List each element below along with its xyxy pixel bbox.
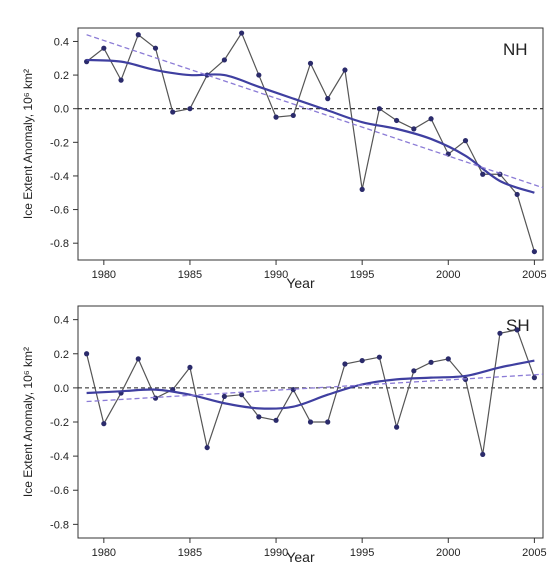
sh-ytick-label: 0.4	[54, 315, 69, 327]
nh-data-point	[376, 106, 382, 112]
sh-trend-line	[86, 373, 544, 403]
sh-data-point	[290, 386, 296, 393]
sh-ytick-label: 0.0	[54, 383, 69, 395]
sh-panel-label: SH	[506, 316, 530, 335]
nh-trend-line	[86, 34, 544, 189]
nh-xtick-label: 2000	[436, 269, 460, 281]
nh-data-point	[256, 72, 262, 78]
sh-data-point	[445, 356, 451, 362]
nh-data-point	[239, 30, 245, 36]
nh-data-point	[359, 186, 365, 192]
sh-data-point	[359, 357, 365, 364]
nh-data-point	[170, 109, 176, 115]
sh-xtick-label: 1990	[264, 547, 288, 559]
nh-xtick-label: 2005	[522, 269, 546, 281]
nh-xtick-label: 1995	[350, 269, 374, 281]
nh-xtick-label: 1990	[264, 269, 288, 281]
nh-ytick-label: -0.6	[50, 205, 69, 217]
nh-data-point	[307, 60, 314, 66]
sh-data-point	[480, 451, 486, 458]
sh-smoothed-line	[86, 359, 535, 410]
sh-data-point	[221, 393, 227, 400]
sh-data-point	[497, 330, 503, 336]
sh-data-point	[411, 368, 417, 374]
sh-data-point	[531, 375, 537, 381]
sh-data-point	[325, 419, 331, 425]
sh-data-point	[273, 417, 279, 423]
nh-data-point	[325, 96, 331, 102]
nh-xtick-label: 1985	[178, 269, 202, 281]
sh-data-point	[152, 395, 159, 401]
nh-x-axis-label: Year	[286, 275, 315, 291]
sh-data-point	[256, 414, 262, 420]
sh-ytick-label: -0.6	[50, 485, 69, 497]
nh-panel-label: NH	[503, 40, 528, 59]
nh-ytick-label: -0.8	[50, 238, 69, 250]
sh-data-point	[307, 419, 314, 425]
nh-data-point	[118, 77, 124, 83]
sh-x-axis-label: Year	[286, 549, 315, 565]
sh-y-axis-label: Ice Extent Anomaly, 10⁶ km²	[21, 347, 35, 497]
sh-data-point	[342, 361, 348, 367]
nh-panel: -0.8 -0.6 -0.4 -0.2 0.0 0.2 0.4 1980 1985 1990 199…	[21, 27, 547, 291]
sh-data-point	[428, 359, 434, 365]
nh-data-point	[273, 114, 279, 120]
nh-ytick-label: -0.4	[50, 171, 69, 183]
nh-data-point	[101, 45, 107, 51]
sh-xtick-label: 1995	[350, 547, 374, 559]
nh-plot-frame	[77, 27, 544, 261]
sh-data-point	[376, 354, 382, 360]
nh-ytick-label: -0.2	[50, 137, 69, 149]
sh-xtick-label: 2000	[436, 547, 460, 559]
sh-data-point	[187, 364, 193, 371]
nh-ytick-label: 0.0	[54, 104, 69, 116]
nh-ytick-label: 0.2	[54, 70, 69, 82]
nh-data-point	[480, 171, 486, 177]
nh-data-point	[187, 106, 193, 112]
nh-data-point	[462, 138, 469, 144]
nh-ytick-label: 0.4	[54, 36, 69, 48]
sh-xtick-label: 2005	[522, 547, 546, 559]
nh-data-point	[514, 191, 520, 198]
nh-data-point	[342, 67, 348, 73]
nh-data-point	[531, 248, 537, 255]
nh-smoothed-line	[86, 58, 535, 194]
sh-xtick-label: 1980	[92, 547, 116, 559]
sh-ytick-label: -0.2	[50, 417, 69, 429]
nh-y-axis-label: Ice Extent Anomaly, 10⁶ km²	[21, 69, 35, 219]
sh-ytick-label: -0.8	[50, 519, 69, 531]
sh-data-point	[204, 444, 210, 451]
sh-xtick-label: 1985	[178, 547, 202, 559]
sh-panel: -0.8 -0.6 -0.4 -0.2 0.0 0.2 0.4 1980 1985 1990 199…	[21, 305, 547, 565]
nh-data-point	[411, 126, 417, 132]
sh-data-point	[239, 392, 245, 398]
nh-data-point	[152, 45, 159, 51]
sh-data-point	[84, 351, 90, 357]
sh-data-point	[514, 327, 520, 333]
nh-data-point	[221, 57, 227, 63]
nh-data-point	[135, 32, 141, 38]
sh-ytick-label: -0.4	[50, 451, 69, 463]
sh-ytick-label: 0.2	[54, 349, 69, 361]
nh-data-point	[290, 112, 296, 119]
sh-observed-line	[86, 329, 535, 455]
nh-xtick-label: 1980	[92, 269, 116, 281]
nh-data-point	[394, 117, 400, 124]
sh-data-point	[101, 421, 107, 427]
sh-data-point	[135, 356, 141, 362]
nh-data-point	[428, 116, 434, 122]
sh-data-point	[394, 424, 400, 430]
